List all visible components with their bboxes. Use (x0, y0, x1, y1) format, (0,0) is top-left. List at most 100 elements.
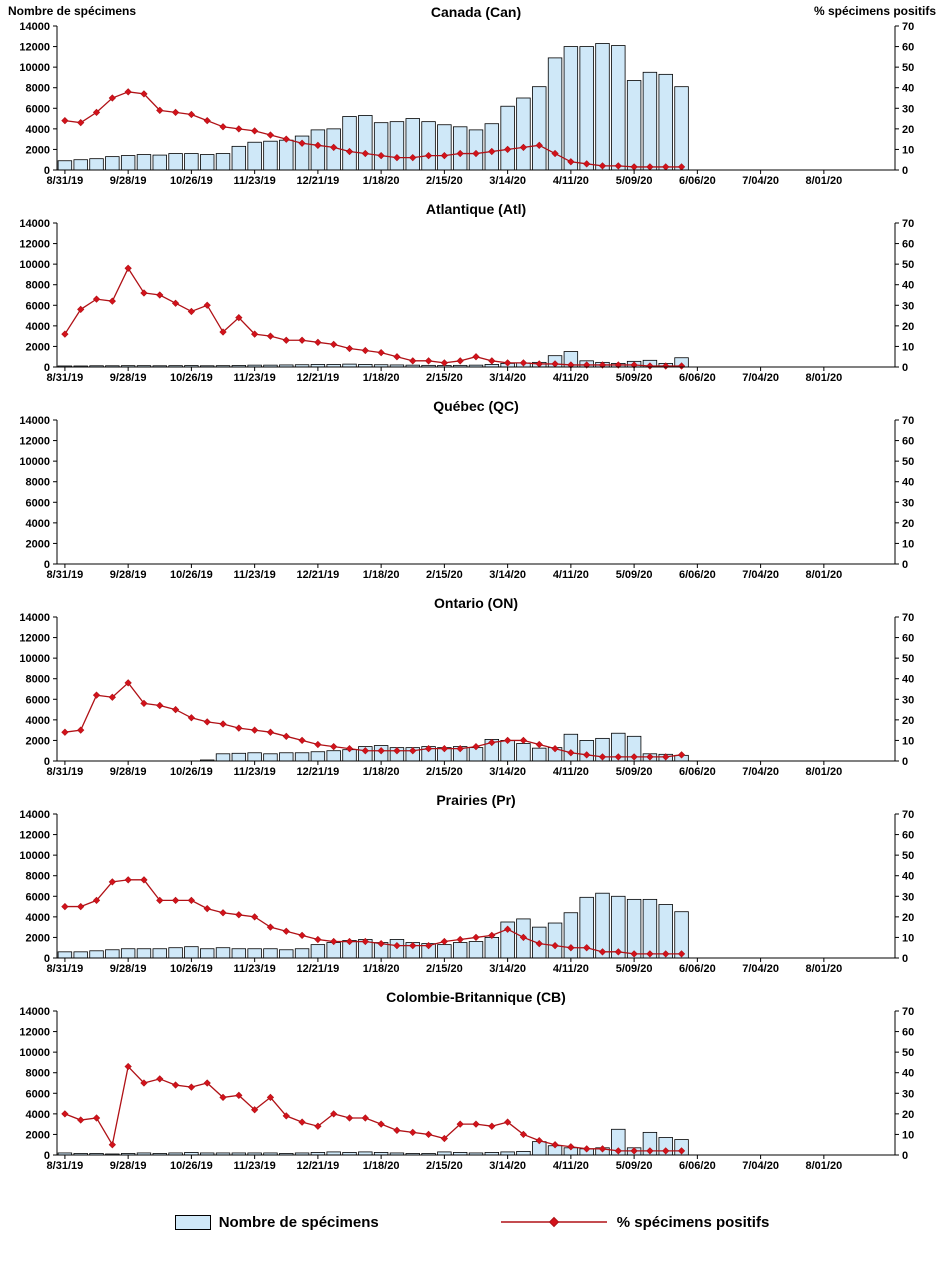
y-right-axis: 0 10 20 30 40 50 60 70 (895, 21, 914, 177)
legend-line-label: % spécimens positifs (616, 1213, 770, 1231)
svg-text:10/26/19: 10/26/19 (170, 963, 213, 975)
svg-text:2000: 2000 (26, 1129, 50, 1141)
svg-text:8000: 8000 (26, 83, 50, 95)
svg-text:8/01/20: 8/01/20 (805, 1160, 842, 1172)
svg-text:7/04/20: 7/04/20 (742, 372, 779, 384)
y-left-axis: 0 2000 4000 6000 8000 10000 12000 14000 (19, 1006, 57, 1162)
svg-text:11/23/19: 11/23/19 (234, 175, 276, 187)
svg-text:4000: 4000 (26, 518, 50, 530)
svg-text:30: 30 (902, 300, 914, 312)
svg-text:10: 10 (902, 1129, 914, 1141)
svg-text:1/18/20: 1/18/20 (363, 175, 400, 187)
svg-text:10/26/19: 10/26/19 (170, 1160, 213, 1172)
pct-positive-line (61, 876, 686, 958)
x-axis: 8/31/19 9/28/19 10/26/19 11/23/19 12/21/19 1/… (47, 564, 842, 581)
svg-text:70: 70 (902, 1006, 914, 1018)
svg-text:40: 40 (902, 1068, 914, 1080)
svg-text:12/21/19: 12/21/19 (296, 372, 339, 384)
svg-text:12/21/19: 12/21/19 (296, 175, 339, 187)
svg-text:8/01/20: 8/01/20 (805, 569, 842, 581)
region-chart-cb: Colombie-Britannique (CB) 0 2000 4000 6000 80… (19, 989, 914, 1172)
svg-text:9/28/19: 9/28/19 (110, 569, 147, 581)
specimen-bars (57, 43, 689, 171)
diamond-markers (61, 876, 686, 958)
svg-text:40: 40 (902, 280, 914, 292)
svg-text:12/21/19: 12/21/19 (296, 766, 339, 778)
svg-text:12000: 12000 (19, 42, 50, 54)
svg-text:4/11/20: 4/11/20 (553, 569, 589, 581)
svg-text:2000: 2000 (26, 341, 50, 353)
chart-title: Atlantique (Atl) (426, 201, 526, 217)
line-marker-icon (500, 1216, 607, 1228)
y-right-axis: 0 10 20 30 40 50 60 70 (895, 218, 914, 374)
svg-text:10000: 10000 (19, 1047, 50, 1059)
svg-text:9/28/19: 9/28/19 (110, 963, 147, 975)
x-axis: 8/31/19 9/28/19 10/26/19 11/23/19 12/21/19 1/… (47, 761, 842, 778)
svg-text:4/11/20: 4/11/20 (553, 372, 589, 384)
svg-text:2/15/20: 2/15/20 (426, 963, 463, 975)
chart-title: Canada (Can) (431, 4, 521, 20)
y-left-axis: 0 2000 4000 6000 8000 10000 12000 14000 (19, 21, 57, 177)
svg-text:14000: 14000 (19, 612, 50, 624)
svg-text:6/06/20: 6/06/20 (679, 372, 716, 384)
svg-text:6/06/20: 6/06/20 (679, 963, 716, 975)
x-axis: 8/31/19 9/28/19 10/26/19 11/23/19 12/21/19 1/… (47, 367, 842, 384)
svg-text:10: 10 (902, 932, 914, 944)
svg-text:10/26/19: 10/26/19 (170, 372, 213, 384)
svg-text:11/23/19: 11/23/19 (234, 569, 276, 581)
svg-text:6000: 6000 (26, 497, 50, 509)
x-axis: 8/31/19 9/28/19 10/26/19 11/23/19 12/21/19 1/… (47, 170, 842, 187)
region-chart-pr: Prairies (Pr) 0 2000 4000 6000 8000 10000 12000… (19, 792, 914, 975)
svg-text:4000: 4000 (26, 912, 50, 924)
bar-swatch-icon (174, 1214, 211, 1230)
legend-bars-label: Nombre de spécimens (218, 1213, 379, 1231)
svg-text:70: 70 (902, 809, 914, 821)
svg-text:7/04/20: 7/04/20 (742, 766, 779, 778)
svg-text:6/06/20: 6/06/20 (679, 569, 716, 581)
svg-text:2000: 2000 (26, 932, 50, 944)
svg-text:8000: 8000 (26, 477, 50, 489)
svg-text:5/09/20: 5/09/20 (616, 372, 653, 384)
svg-text:10000: 10000 (19, 850, 50, 862)
svg-text:50: 50 (902, 653, 914, 665)
svg-text:9/28/19: 9/28/19 (110, 766, 147, 778)
svg-text:10: 10 (902, 538, 914, 550)
svg-text:12000: 12000 (19, 830, 50, 842)
svg-text:50: 50 (902, 456, 914, 468)
svg-text:8000: 8000 (26, 674, 50, 686)
svg-text:0: 0 (902, 165, 908, 177)
svg-text:8/31/19: 8/31/19 (47, 766, 84, 778)
svg-text:70: 70 (902, 21, 914, 33)
svg-text:0: 0 (902, 1150, 908, 1162)
svg-text:6/06/20: 6/06/20 (679, 766, 716, 778)
svg-text:10000: 10000 (19, 62, 50, 74)
svg-text:0: 0 (44, 953, 50, 965)
svg-text:70: 70 (902, 415, 914, 427)
svg-text:50: 50 (902, 1047, 914, 1059)
svg-text:14000: 14000 (19, 218, 50, 230)
axis-lines (56, 814, 896, 959)
svg-text:5/09/20: 5/09/20 (616, 175, 653, 187)
svg-text:6/06/20: 6/06/20 (679, 1160, 716, 1172)
svg-text:7/04/20: 7/04/20 (742, 175, 779, 187)
svg-text:2/15/20: 2/15/20 (426, 372, 463, 384)
region-chart-can: Canada (Can) 0 2000 4000 6000 8000 10000 12000 1… (19, 4, 914, 187)
svg-text:8000: 8000 (26, 280, 50, 292)
x-axis: 8/31/19 9/28/19 10/26/19 11/23/19 12/21/19 1/… (47, 1155, 842, 1172)
axis-lines (56, 223, 896, 368)
svg-text:0: 0 (902, 953, 908, 965)
svg-text:7/04/20: 7/04/20 (742, 569, 779, 581)
svg-text:4000: 4000 (26, 1109, 50, 1121)
chart-title: Québec (QC) (433, 398, 519, 414)
svg-text:12/21/19: 12/21/19 (296, 1160, 339, 1172)
svg-text:6000: 6000 (26, 300, 50, 312)
svg-text:3/14/20: 3/14/20 (489, 1160, 526, 1172)
pct-positive-line (61, 679, 686, 761)
svg-text:2000: 2000 (26, 538, 50, 550)
legend-line: % spécimens positifs (499, 1213, 770, 1231)
y-left-axis: 0 2000 4000 6000 8000 10000 12000 14000 (19, 218, 57, 374)
svg-text:30: 30 (902, 103, 914, 115)
y-left-axis: 0 2000 4000 6000 8000 10000 12000 14000 (19, 809, 57, 965)
svg-text:0: 0 (44, 1150, 50, 1162)
svg-text:10: 10 (902, 144, 914, 156)
